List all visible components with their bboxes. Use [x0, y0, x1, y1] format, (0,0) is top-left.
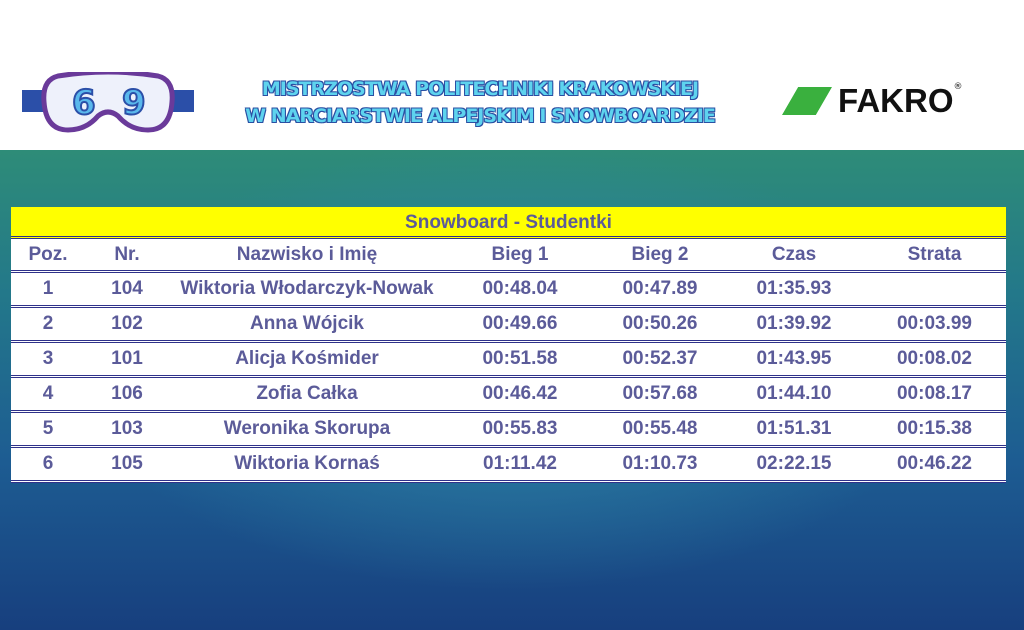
column-header: Poz.: [28, 243, 68, 265]
registered-mark: ®: [953, 82, 963, 92]
table-row: 2 102 Anna Wójcik 00:49.66 00:50.26 01:39.92 0…: [11, 308, 1006, 343]
table-cell: 00:57.68: [622, 383, 698, 404]
header: 6 9 MISTRZOSTWA POLITECHNIKI KRAKOWSKIEJ…: [0, 0, 1024, 150]
table-row: 3 101 Alicja Kośmider 00:51.58 00:52.37 01:43…: [11, 343, 1006, 378]
table-row: 6 105 Wiktoria Kornaś 01:11.42 01:10.73 02:22…: [11, 448, 1006, 483]
column-header: Czas: [771, 243, 817, 265]
table-cell: 02:22.15: [756, 453, 832, 474]
table-cell: 00:46.22: [896, 453, 972, 474]
table-header: Poz. Nr. Nazwisko i Imię Bieg 1 Bieg 2 Czas St…: [11, 239, 1006, 273]
table-caption: Snowboard - Studentki: [11, 207, 1006, 239]
table-cell: 00:49.66: [482, 313, 558, 334]
table-cell: 105: [111, 453, 143, 474]
table-row: 5 103 Weronika Skorupa 00:55.83 00:55.48 01:5…: [11, 413, 1006, 448]
table-cell: 104: [111, 278, 143, 299]
table-cell: 00:52.37: [622, 348, 698, 369]
results-table: Snowboard - Studentki Poz. Nr. Nazwisko i …: [11, 207, 1006, 483]
table-cell: 1: [42, 278, 54, 299]
table-cell: 4: [42, 383, 54, 404]
svg-text:9: 9: [122, 83, 146, 123]
table-cell: 102: [111, 313, 143, 334]
table-cell: 00:46.42: [482, 383, 558, 404]
table-cell: 2: [42, 313, 54, 334]
table-row: 4 106 Zofia Całka 00:46.42 00:57.68 01:44.10 0…: [11, 378, 1006, 413]
table-cell: Weronika Skorupa: [223, 418, 391, 439]
table-cell: 01:35.93: [756, 278, 832, 299]
table-cell: 01:39.92: [756, 313, 832, 334]
table-cell: 00:15.38: [896, 418, 972, 439]
table-cell: 3: [42, 348, 54, 369]
table-cell: 01:10.73: [622, 453, 698, 474]
table-cell: 00:08.02: [896, 348, 972, 369]
table-cell: 01:51.31: [756, 418, 832, 439]
title-line-1: MISTRZOSTWA POLITECHNIKI KRAKOWSKIEJ: [261, 78, 699, 100]
table-cell: 01:43.95: [756, 348, 832, 369]
table-cell: Alicja Kośmider: [235, 348, 379, 369]
table-cell: 00:48.04: [482, 278, 558, 299]
table-cell: 01:44.10: [756, 383, 832, 404]
sponsor-name: FAKRO: [838, 82, 954, 119]
title-line-2: W NARCIARSTWIE ALPEJSKIM I SNOWBOARDZIE: [245, 105, 716, 127]
table-cell: 5: [42, 418, 54, 439]
table-row: 1 104 Wiktoria Włodarczyk-Nowak 00:48.04 00:…: [11, 273, 1006, 308]
svg-text:6: 6: [72, 83, 96, 123]
goggles-logo: 6 9: [22, 72, 194, 133]
table-cell: Wiktoria Włodarczyk-Nowak: [180, 278, 434, 299]
table-cell: 00:55.83: [482, 418, 558, 439]
table-cell: 00:50.26: [622, 313, 698, 334]
column-header: Nr.: [114, 243, 140, 265]
table-cell: 00:55.48: [622, 418, 698, 439]
table-cell: 101: [111, 348, 143, 369]
table-cell: 01:11.42: [483, 453, 557, 474]
table-cell: 00:47.89: [622, 278, 698, 299]
table-cell: Wiktoria Kornaś: [234, 453, 380, 474]
table-cell: 00:51.58: [482, 348, 558, 369]
table-cell: 00:03.99: [896, 313, 972, 334]
event-title: MISTRZOSTWA POLITECHNIKI KRAKOWSKIEJ W N…: [200, 76, 760, 130]
column-header: Strata: [907, 243, 962, 265]
fakro-logo: FAKRO ®: [790, 82, 963, 119]
table-cell: Anna Wójcik: [249, 313, 364, 334]
column-header: Bieg 1: [491, 243, 549, 265]
table-cell: 103: [111, 418, 143, 439]
column-header: Bieg 2: [631, 243, 689, 265]
column-header: Nazwisko i Imię: [236, 243, 378, 265]
table-cell: Zofia Całka: [256, 383, 358, 404]
table-cell: 6: [42, 453, 54, 474]
table-cell: 106: [111, 383, 143, 404]
fakro-mark-icon: [782, 87, 832, 115]
table-cell: 00:08.17: [896, 383, 972, 404]
